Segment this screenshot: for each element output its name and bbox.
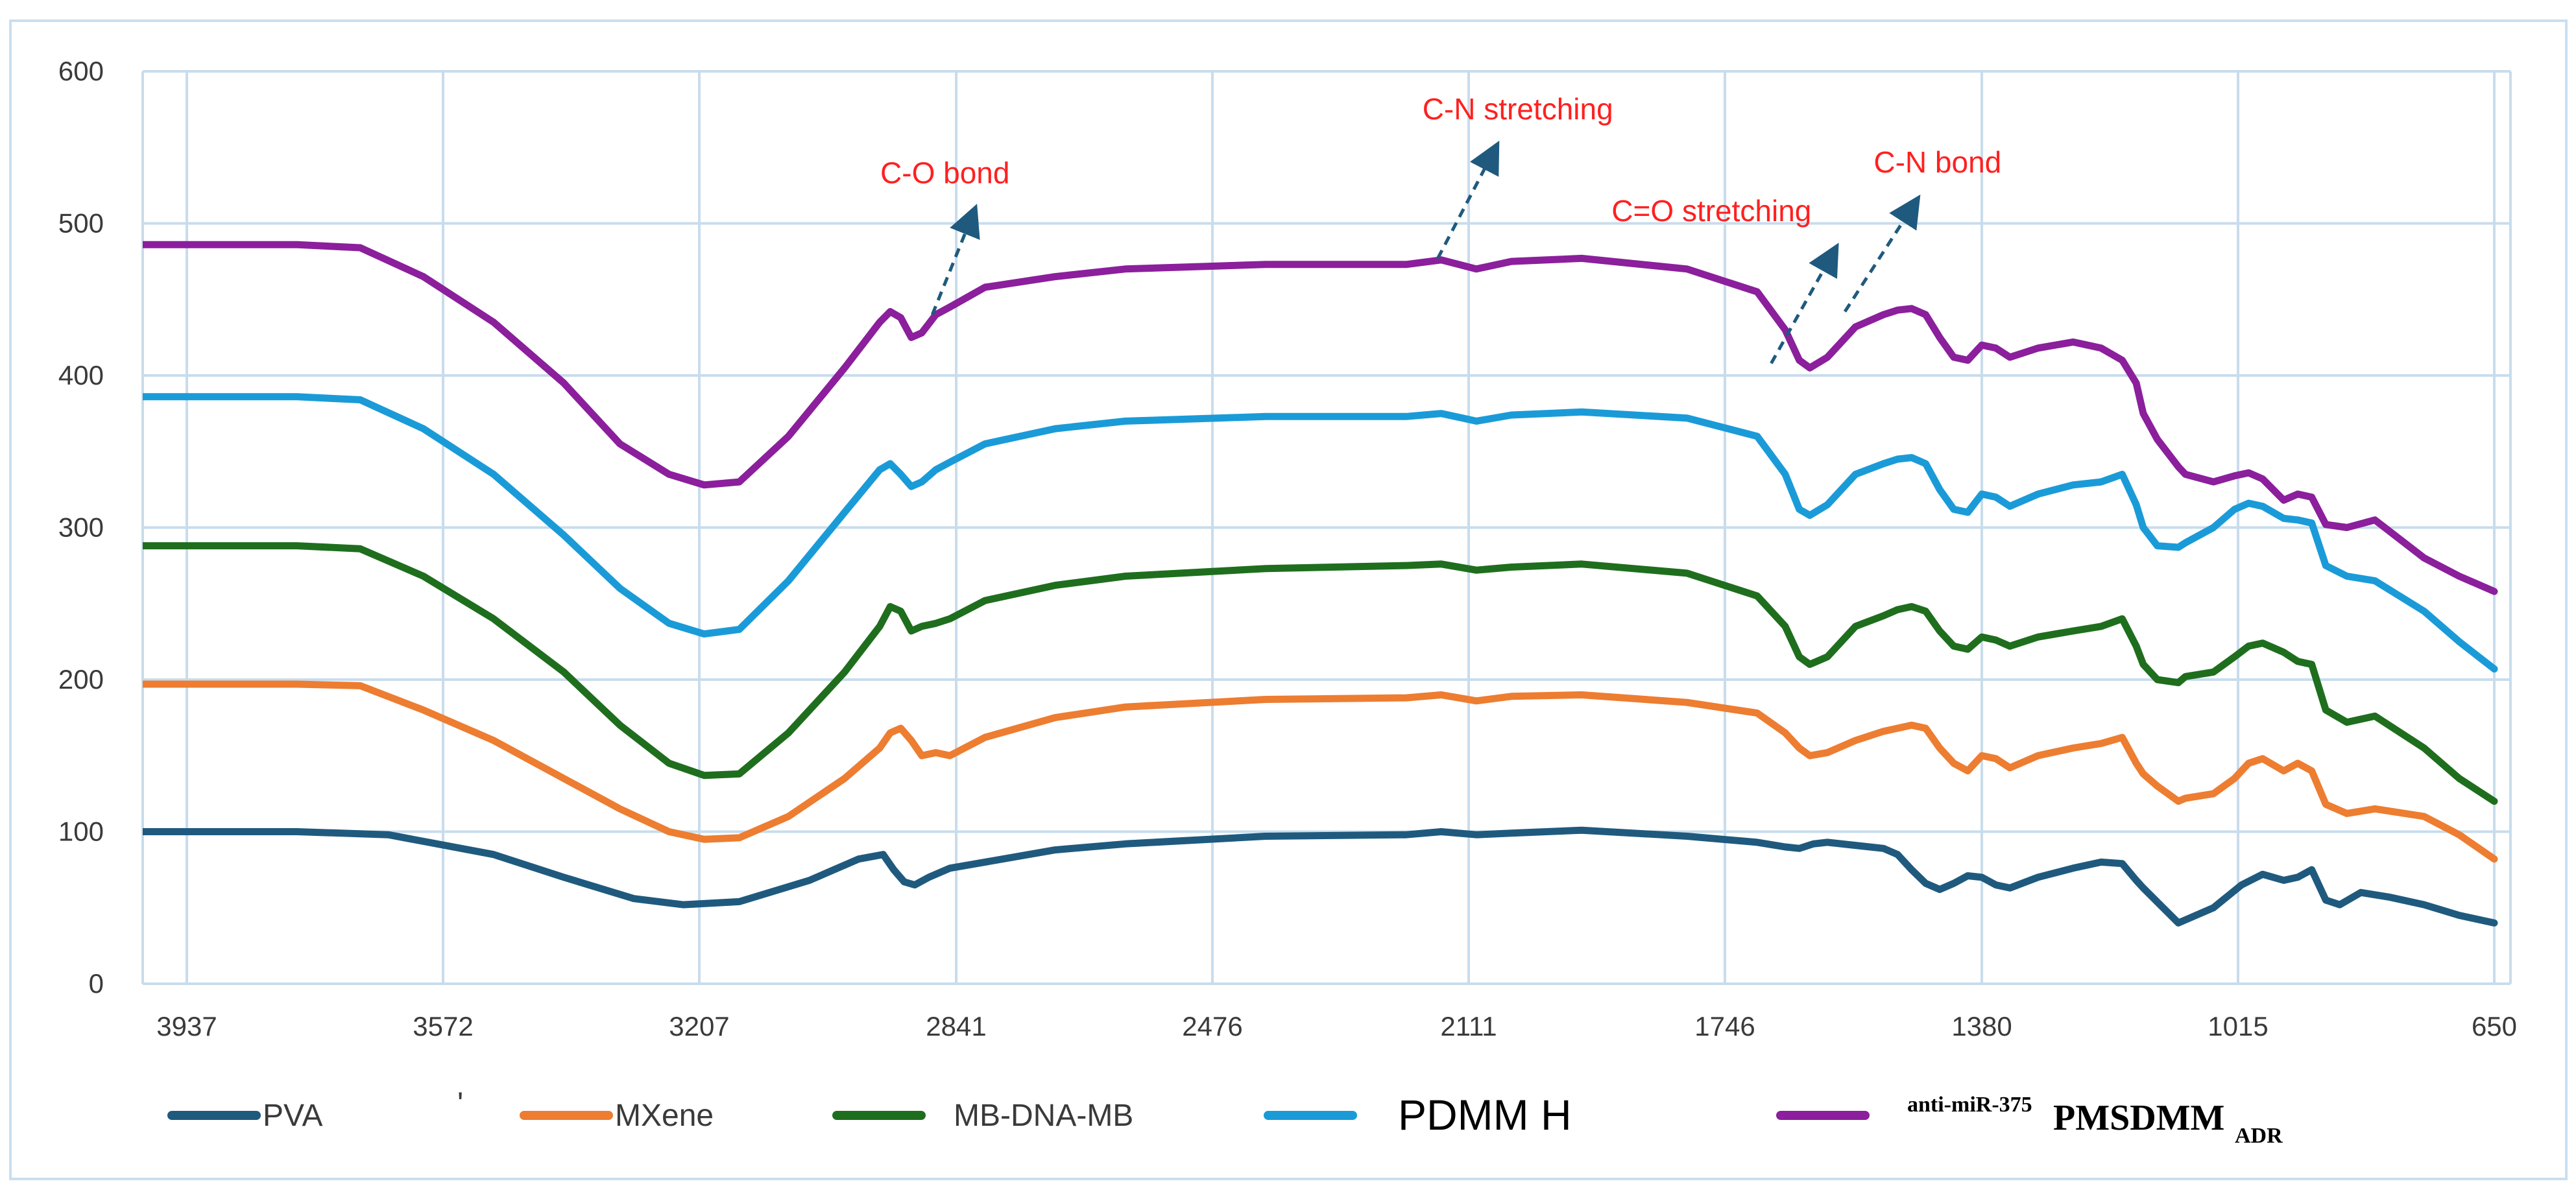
y-tick-label: 100 xyxy=(58,816,104,847)
y-tick-label: 500 xyxy=(58,208,104,239)
annotation-label: C=O stretching xyxy=(1611,194,1811,228)
legend-label: MXene xyxy=(615,1099,714,1133)
grid xyxy=(141,70,2512,985)
annotation-arrow xyxy=(930,204,980,316)
annotation-arrow xyxy=(1436,140,1500,259)
legend-label: PDMM H xyxy=(1398,1091,1572,1139)
x-tick-label: 650 xyxy=(2472,1011,2517,1041)
series-line-1 xyxy=(143,680,2498,863)
x-axis-ticks: 3937 3572 3207 2841 2476 2111 1746 1380 1015 650 xyxy=(156,1011,2517,1041)
legend-label-prefix: anti-miR-375 xyxy=(1907,1093,2032,1117)
x-tick-label: 3572 xyxy=(413,1011,473,1041)
series-line-2 xyxy=(143,542,2498,805)
y-tick-label: 0 xyxy=(89,968,104,999)
y-tick-label: 300 xyxy=(58,512,104,543)
x-tick-label: 2476 xyxy=(1182,1011,1242,1041)
y-tick-label: 200 xyxy=(58,664,104,695)
annotation-label: C-N bond xyxy=(1873,145,2001,179)
y-tick-label: 600 xyxy=(58,56,104,86)
series-line-4 xyxy=(143,241,2498,595)
x-tick-label: 2111 xyxy=(1440,1011,1497,1041)
y-axis-ticks: 0 100 200 300 400 500 600 xyxy=(58,56,104,999)
legend: PVA MXene MB-DNA-MB PDMM H anti-miR-375 PMSDM… xyxy=(167,1087,2283,1148)
legend-label: MB-DNA-MB xyxy=(954,1099,1133,1133)
x-tick-label: 1380 xyxy=(1951,1011,2012,1041)
series-lines xyxy=(143,241,2498,927)
chart-frame xyxy=(9,19,2568,1180)
x-tick-label: 1015 xyxy=(2208,1011,2268,1041)
legend-stray-mark: ' xyxy=(457,1087,463,1121)
annotation-arrow xyxy=(1843,195,1921,313)
legend-label: PVA xyxy=(263,1099,322,1133)
y-tick-label: 400 xyxy=(58,360,104,390)
x-tick-label: 3207 xyxy=(669,1011,729,1041)
annotation-label: C-O bond xyxy=(880,156,1009,189)
legend-label: PMSDMM xyxy=(2053,1098,2224,1138)
x-tick-label: 1746 xyxy=(1694,1011,1755,1041)
series-line-0 xyxy=(143,826,2498,927)
annotation-arrow xyxy=(1770,243,1839,364)
x-tick-label: 3937 xyxy=(156,1011,217,1041)
x-tick-label: 2841 xyxy=(926,1011,986,1041)
legend-label-subscript: ADR xyxy=(2235,1124,2283,1148)
annotation-label: C-N stretching xyxy=(1423,92,1613,126)
annotations: C-O bond C-N stretching C=O stretching C-N … xyxy=(880,92,2001,364)
series-line-3 xyxy=(143,393,2498,673)
